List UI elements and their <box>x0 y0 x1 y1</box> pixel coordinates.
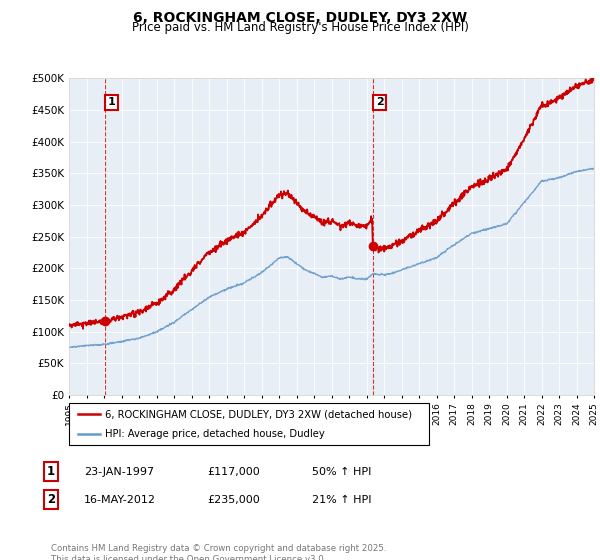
Text: 2: 2 <box>376 97 383 108</box>
Text: 21% ↑ HPI: 21% ↑ HPI <box>312 494 371 505</box>
Text: £235,000: £235,000 <box>207 494 260 505</box>
Text: 6, ROCKINGHAM CLOSE, DUDLEY, DY3 2XW (detached house): 6, ROCKINGHAM CLOSE, DUDLEY, DY3 2XW (de… <box>105 409 412 419</box>
Text: 6, ROCKINGHAM CLOSE, DUDLEY, DY3 2XW: 6, ROCKINGHAM CLOSE, DUDLEY, DY3 2XW <box>133 11 467 25</box>
Text: 50% ↑ HPI: 50% ↑ HPI <box>312 466 371 477</box>
Text: 2: 2 <box>47 493 55 506</box>
Text: £117,000: £117,000 <box>207 466 260 477</box>
Text: 16-MAY-2012: 16-MAY-2012 <box>84 494 156 505</box>
Text: 1: 1 <box>108 97 116 108</box>
Text: Contains HM Land Registry data © Crown copyright and database right 2025.
This d: Contains HM Land Registry data © Crown c… <box>51 544 386 560</box>
Text: 23-JAN-1997: 23-JAN-1997 <box>84 466 154 477</box>
FancyBboxPatch shape <box>69 403 429 445</box>
Text: 1: 1 <box>47 465 55 478</box>
Text: Price paid vs. HM Land Registry's House Price Index (HPI): Price paid vs. HM Land Registry's House … <box>131 21 469 34</box>
Text: HPI: Average price, detached house, Dudley: HPI: Average price, detached house, Dudl… <box>105 429 325 438</box>
